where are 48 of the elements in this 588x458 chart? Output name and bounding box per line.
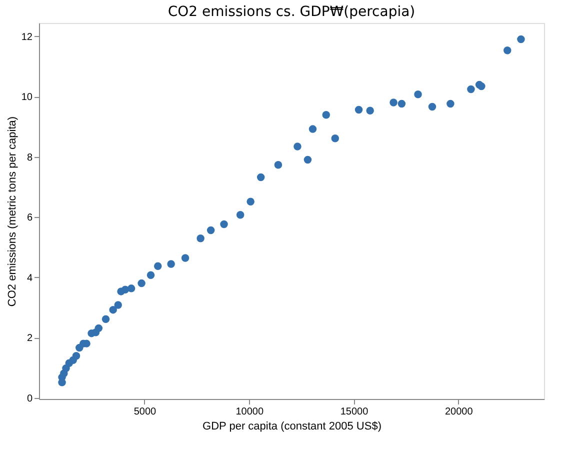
point — [331, 134, 340, 142]
point — [196, 234, 204, 242]
point — [167, 260, 175, 268]
point — [256, 173, 265, 182]
point — [102, 315, 110, 324]
point — [154, 262, 162, 270]
point — [127, 284, 136, 292]
point — [72, 352, 80, 360]
chart-title: CO2 emissions cs. GDP₩(percapia) — [168, 4, 416, 20]
x-tick-label: 10000 — [236, 406, 264, 418]
point — [322, 111, 330, 119]
point — [246, 198, 254, 206]
point — [517, 35, 525, 44]
point — [478, 82, 486, 90]
point — [414, 90, 422, 98]
point — [220, 220, 228, 228]
point — [181, 254, 190, 262]
point — [114, 301, 122, 309]
point — [354, 106, 363, 114]
point — [446, 100, 454, 108]
point — [109, 306, 117, 314]
point — [390, 98, 398, 106]
y-tick-label: 10 — [21, 92, 33, 104]
point — [428, 102, 436, 111]
x-tick-label: 20000 — [444, 406, 474, 418]
y-tick-label: 8 — [26, 152, 33, 164]
point — [146, 271, 155, 280]
y-tick-label: 12 — [21, 32, 33, 43]
point — [274, 161, 282, 169]
x-tick-label: 5000 — [134, 406, 157, 418]
y-tick-label: 6 — [26, 212, 33, 224]
point — [304, 156, 312, 164]
point — [294, 142, 302, 150]
point — [94, 324, 103, 332]
point — [206, 226, 215, 234]
x-axis-title: GDP per capita (constant 2005 US$) — [202, 420, 382, 432]
x-tick-label: 15000 — [340, 406, 369, 418]
y-tick-label: 4 — [26, 272, 33, 284]
point — [236, 211, 244, 219]
y-tick-label: 0 — [26, 393, 33, 404]
point — [504, 46, 512, 54]
y-tick-label: 2 — [26, 333, 33, 344]
point — [467, 85, 475, 94]
point — [308, 125, 317, 133]
y-axis-title: CO2 emissions (metric tons per capita) — [6, 116, 18, 307]
point — [366, 106, 374, 115]
point — [138, 279, 146, 288]
point — [398, 100, 406, 108]
